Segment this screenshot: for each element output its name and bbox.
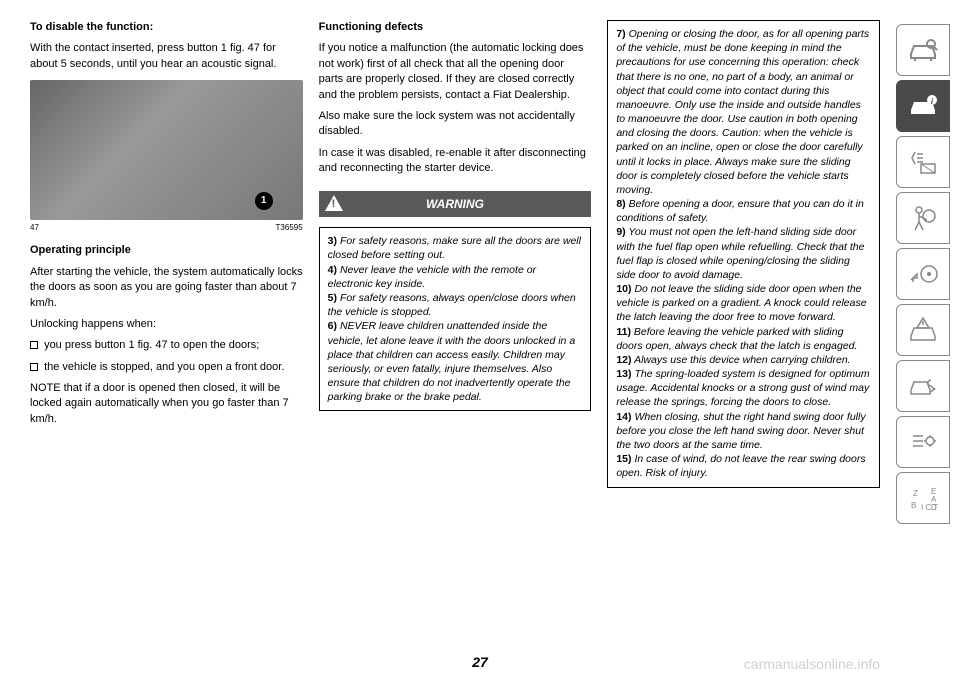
tab-airbag[interactable]: [896, 192, 950, 244]
column-3: 7) Opening or closing the door, as for a…: [607, 20, 880, 658]
warn-num-10: 10): [616, 283, 631, 295]
tab-car-service[interactable]: [896, 360, 950, 412]
car-warning-icon: [907, 314, 939, 346]
warning-box-1: 3) For safety reasons, make sure all the…: [319, 227, 592, 411]
text-disable: With the contact inserted, press button …: [30, 41, 303, 72]
settings-list-icon: [907, 426, 939, 458]
tab-car-search[interactable]: [896, 24, 950, 76]
bullet-icon: [30, 341, 38, 349]
text-operating-2: Unlocking happens when:: [30, 317, 303, 332]
warn-text-4: Never leave the vehicle with the remote …: [328, 264, 536, 290]
warn-num-5: 5): [328, 292, 337, 304]
list-text-2: the vehicle is stopped, and you open a f…: [44, 361, 284, 373]
svg-text:Z: Z: [913, 489, 918, 498]
car-service-icon: [907, 370, 939, 402]
heading-disable: To disable the function:: [30, 20, 303, 35]
tab-car-warning[interactable]: [896, 304, 950, 356]
tab-settings-list[interactable]: [896, 416, 950, 468]
warn-num-15: 15): [616, 453, 631, 465]
column-1: To disable the function: With the contac…: [30, 20, 303, 658]
text-defects-2: Also make sure the lock system was not a…: [319, 109, 592, 140]
svg-text:D: D: [931, 503, 937, 512]
column-2: Functioning defects If you notice a malf…: [319, 20, 592, 658]
text-defects-3: In case it was disabled, re-enable it af…: [319, 146, 592, 177]
warning-label: WARNING: [426, 197, 484, 211]
watermark: carmanualsonline.info: [744, 656, 880, 672]
warning-banner: WARNING: [319, 191, 592, 218]
index-icon: ZBI C TEAD: [907, 482, 939, 514]
warn-text-5: For safety reasons, always open/close do…: [328, 292, 576, 318]
warn-num-7: 7): [616, 28, 625, 40]
key-wheel-icon: [907, 258, 939, 290]
list-text-1: you press button 1 fig. 47 to open the d…: [44, 339, 259, 351]
figure-caption: 47 T36595: [30, 222, 303, 233]
heading-operating: Operating principle: [30, 243, 303, 258]
warn-text-14: When closing, shut the right hand swing …: [616, 411, 865, 451]
warn-text-15: In case of wind, do not leave the rear s…: [616, 453, 865, 479]
warn-text-12: Always use this device when carrying chi…: [634, 354, 851, 366]
car-search-icon: [907, 34, 939, 66]
warn-text-13: The spring-loaded system is designed for…: [616, 368, 869, 408]
tab-key-wheel[interactable]: [896, 248, 950, 300]
figure-47: 1: [30, 80, 303, 220]
text-defects-1: If you notice a malfunction (the automat…: [319, 41, 592, 103]
warn-num-3: 3): [328, 235, 337, 247]
warn-num-6: 6): [328, 320, 337, 332]
warn-num-14: 14): [616, 411, 631, 423]
warn-num-11: 11): [616, 326, 631, 338]
warn-num-13: 13): [616, 368, 631, 380]
warn-num-8: 8): [616, 198, 625, 210]
warn-text-6: NEVER leave children unattended inside t…: [328, 320, 575, 403]
airbag-icon: [907, 202, 939, 234]
warn-num-9: 9): [616, 226, 625, 238]
tab-lights[interactable]: [896, 136, 950, 188]
warn-num-12: 12): [616, 354, 631, 366]
list-item-1: you press button 1 fig. 47 to open the d…: [30, 338, 303, 353]
text-operating-1: After starting the vehicle, the system a…: [30, 265, 303, 311]
figure-code: T36595: [276, 222, 303, 233]
tab-index[interactable]: ZBI C TEAD: [896, 472, 950, 524]
figure-number: 47: [30, 222, 39, 233]
warning-box-2: 7) Opening or closing the door, as for a…: [607, 20, 880, 488]
warn-text-11: Before leaving the vehicle parked with s…: [616, 326, 857, 352]
warn-text-8: Before opening a door, ensure that you c…: [616, 198, 864, 224]
list-item-2: the vehicle is stopped, and you open a f…: [30, 360, 303, 375]
text-note: NOTE that if a door is opened then close…: [30, 381, 303, 427]
page: To disable the function: With the contac…: [0, 0, 960, 678]
figure-callout: 1: [255, 192, 273, 210]
warn-num-4: 4): [328, 264, 337, 276]
sidebar-tabs: i ZBI C TEAD: [896, 20, 950, 658]
svg-text:B: B: [911, 501, 916, 510]
warn-text-9: You must not open the left-hand sliding …: [616, 226, 864, 281]
heading-defects: Functioning defects: [319, 20, 592, 35]
car-info-icon: i: [907, 90, 939, 122]
warn-text-7: Opening or closing the door, as for all …: [616, 28, 869, 196]
tab-car-info[interactable]: i: [896, 80, 950, 132]
page-number: 27: [472, 654, 488, 670]
bullet-icon: [30, 363, 38, 371]
warn-text-10: Do not leave the sliding side door open …: [616, 283, 866, 323]
lights-icon: [907, 146, 939, 178]
warn-text-3: For safety reasons, make sure all the do…: [328, 235, 581, 261]
